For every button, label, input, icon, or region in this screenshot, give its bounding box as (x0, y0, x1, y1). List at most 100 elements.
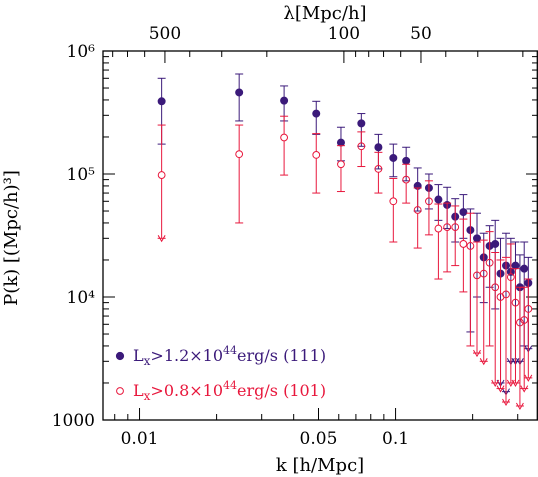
data-point (312, 100, 321, 135)
y-axis-label: P(k) [(Mpc/h)³] (1, 170, 22, 306)
marker-open (157, 171, 166, 179)
marker-filled (520, 264, 529, 273)
data-point (479, 239, 488, 366)
top-tick-label: 500 (149, 24, 181, 44)
marker-filled (280, 96, 289, 105)
limit-arrow (157, 235, 166, 243)
marker-filled (459, 208, 468, 217)
marker-filled (312, 109, 321, 118)
marker-open (485, 258, 494, 267)
marker-open (524, 305, 533, 313)
y-tick-label: 1000 (52, 411, 95, 431)
marker-open (459, 240, 468, 248)
x-axis-label: k [h/Mpc] (276, 455, 364, 476)
data-point (157, 124, 166, 243)
marker-filled (434, 195, 443, 204)
marker-open (520, 316, 529, 324)
legend-item: Lx>1.2×1044erg/s (111) (115, 344, 326, 368)
data-point (336, 145, 345, 193)
data-point (473, 241, 482, 358)
data-point (374, 151, 383, 194)
marker-filled (491, 239, 500, 248)
data-point (357, 131, 366, 168)
x-tick-label: 0.1 (382, 429, 409, 449)
data-point (280, 115, 289, 176)
data-point (402, 163, 411, 204)
marker-filled (235, 88, 244, 97)
data-point (280, 85, 289, 122)
marker-filled (389, 153, 398, 162)
data-point (496, 259, 505, 393)
marker-open (502, 290, 510, 299)
marker-open (451, 223, 460, 232)
marker-open (516, 318, 524, 327)
marker-open (491, 283, 500, 292)
limit-arrow (511, 379, 520, 387)
data-point (511, 268, 520, 387)
marker-open (506, 273, 515, 282)
data-point (389, 143, 398, 178)
limit-arrow (491, 379, 500, 387)
marker-open (402, 175, 411, 184)
legend-label: Lx>0.8×1044erg/s (101) (133, 379, 326, 403)
limit-arrow (524, 374, 533, 382)
marker-open (425, 197, 433, 206)
limit-arrow (473, 349, 481, 358)
legend-marker-open (116, 387, 124, 395)
data-point (451, 205, 460, 267)
y-tick-label: 10⁵ (67, 165, 96, 185)
legend-marker-filled (115, 351, 125, 361)
marker-open (511, 298, 520, 307)
tick-labels: 0.01 0.05 0.1 500 100 50 1000 10⁴ 10⁵ 10⁶ (52, 24, 432, 449)
marker-filled (402, 156, 411, 165)
data-point (413, 187, 422, 249)
limit-arrow (520, 385, 529, 393)
legend: Lx>1.2×1044erg/s (111) Lx>0.8×1044erg/s (… (115, 344, 326, 403)
y-tick-label: 10⁶ (67, 42, 96, 62)
marker-filled (336, 138, 345, 147)
legend-item: Lx>0.8×1044erg/s (101) (116, 379, 326, 403)
data-point (524, 278, 533, 382)
top-tick-label: 100 (328, 24, 360, 44)
limit-arrow (496, 385, 505, 393)
data-point (389, 177, 398, 243)
data-point (485, 231, 494, 347)
x-tick-label: 0.05 (300, 429, 338, 449)
marker-open (479, 269, 488, 278)
limit-arrow (502, 398, 510, 407)
plot-frame (102, 50, 538, 421)
data-point (466, 212, 475, 347)
data-points (157, 73, 533, 410)
marker-filled (374, 143, 383, 152)
data-point (491, 252, 500, 387)
data-point (515, 286, 524, 410)
data-point (520, 286, 529, 393)
marker-open (466, 242, 475, 250)
marker-open (443, 223, 452, 232)
legend-label: Lx>1.2×1044erg/s (111) (133, 344, 326, 368)
marker-filled (511, 261, 520, 270)
data-point (502, 256, 511, 407)
marker-filled (357, 119, 366, 128)
top-tick-label: 50 (410, 24, 432, 44)
marker-open (357, 142, 366, 151)
data-point (235, 124, 244, 224)
marker-open (434, 224, 443, 233)
marker-open (312, 150, 321, 159)
data-point (443, 202, 452, 273)
data-point (312, 133, 321, 194)
marker-open (374, 165, 383, 173)
marker-filled (157, 97, 166, 106)
data-point (235, 73, 244, 122)
marker-open (337, 160, 345, 169)
marker-open (280, 133, 289, 142)
top-axis-label: λ[Mpc/h] (283, 3, 366, 24)
marker-open (235, 150, 244, 159)
marker-filled (473, 234, 482, 243)
data-point (434, 203, 443, 280)
data-point (424, 180, 433, 236)
limit-arrow (515, 402, 524, 410)
y-tick-label: 10⁴ (67, 288, 96, 308)
marker-open (389, 197, 398, 206)
